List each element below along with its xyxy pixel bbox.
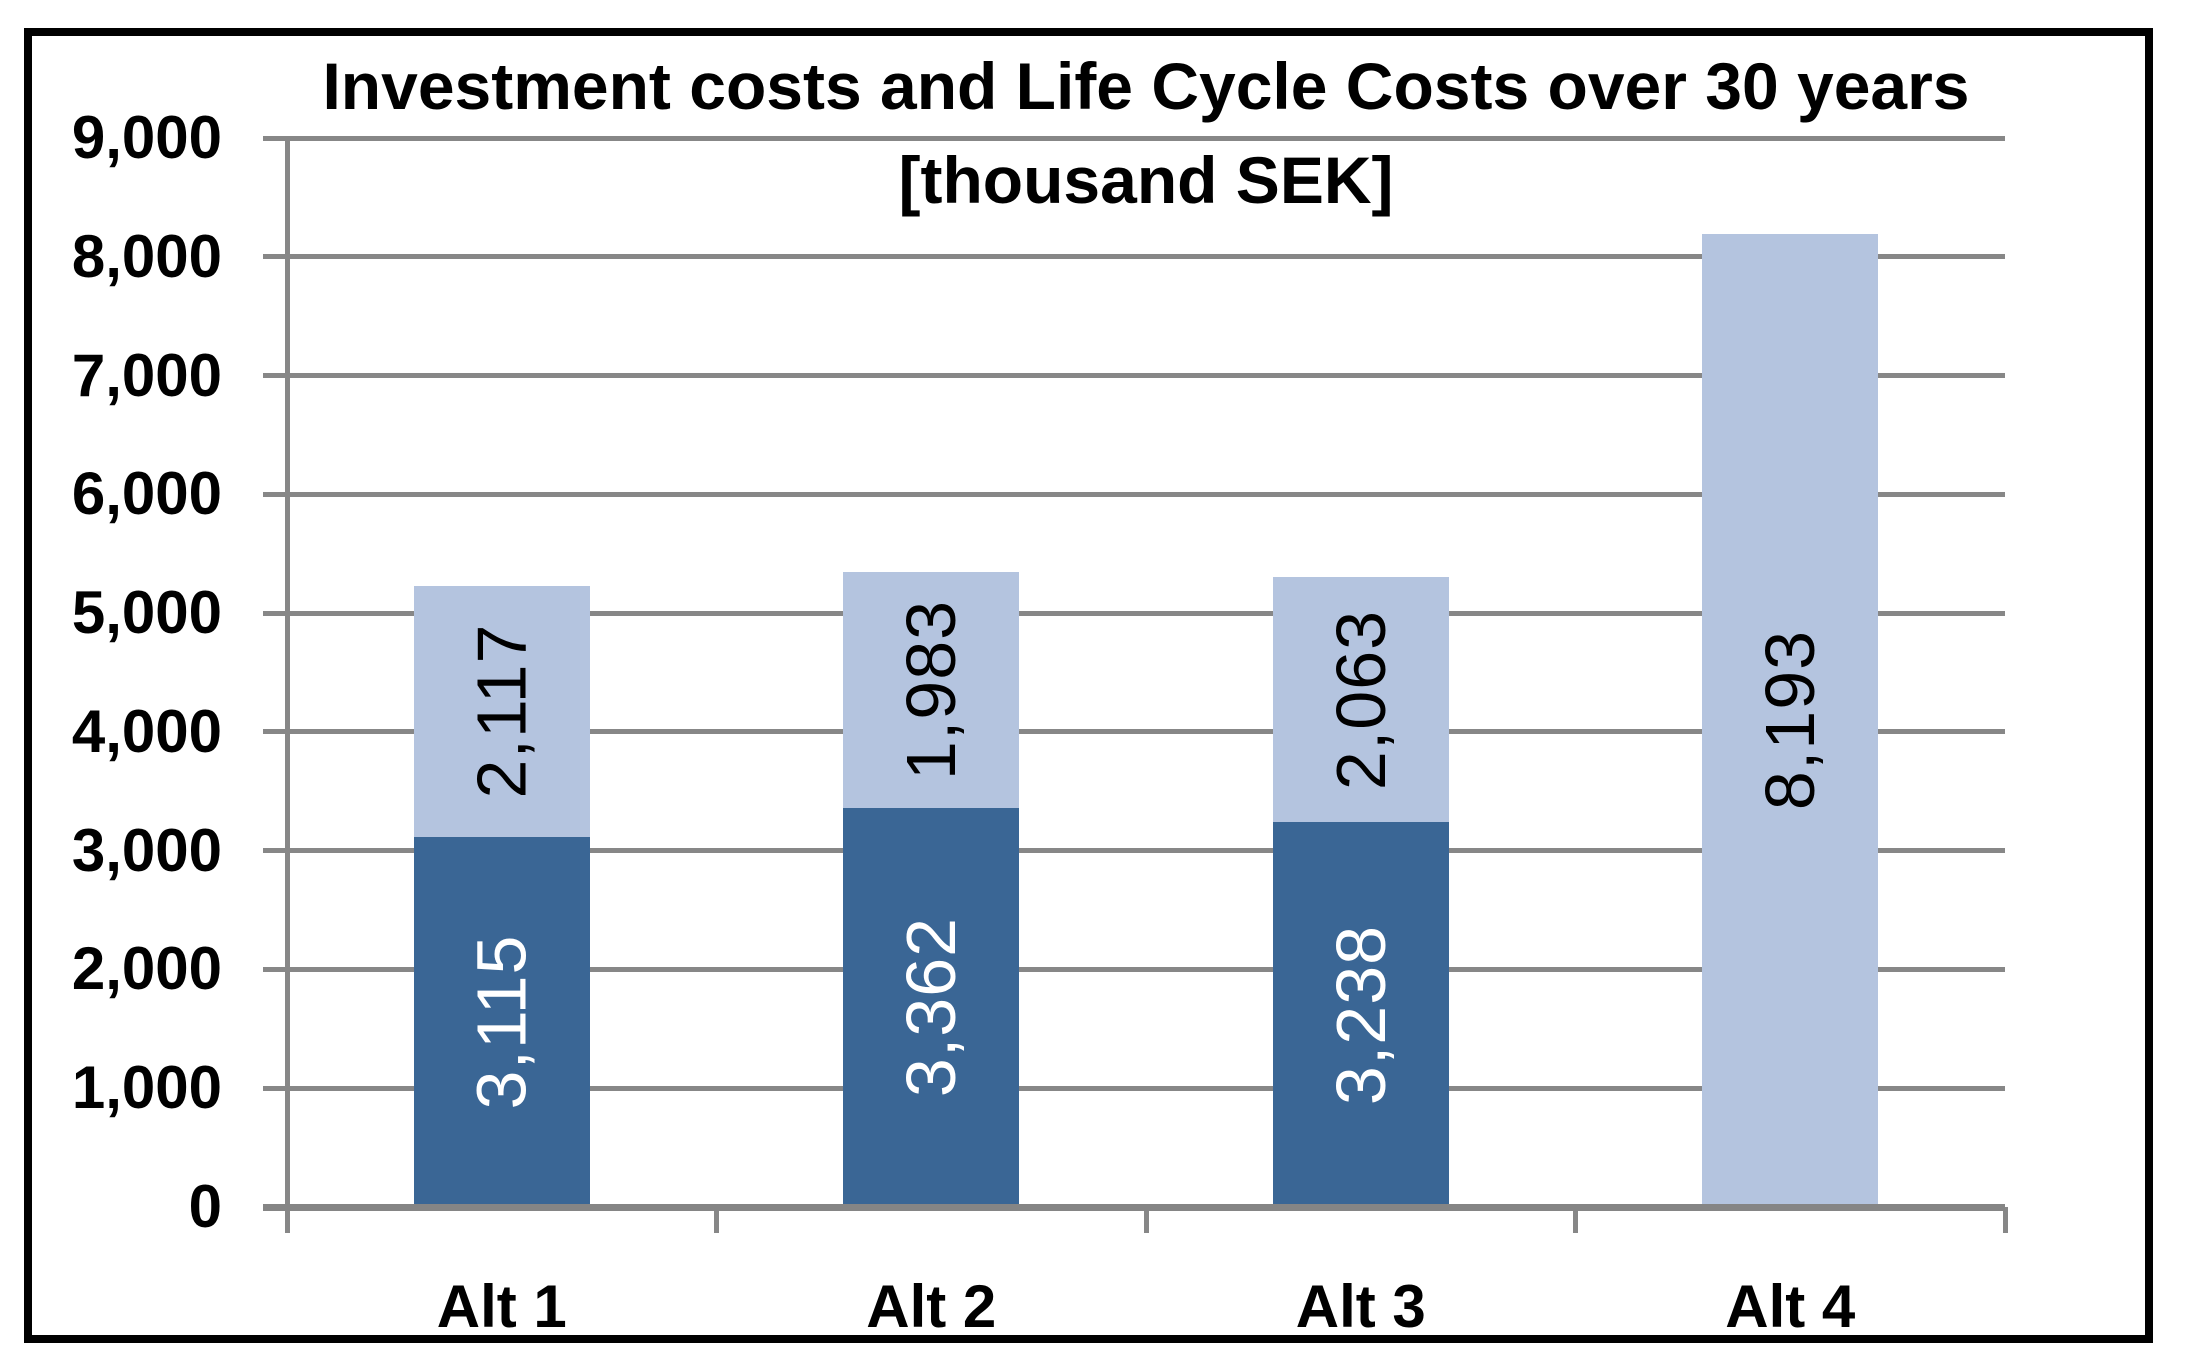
- bar-data-label: 1,983: [892, 599, 971, 780]
- bar-data-label: 2,063: [1321, 609, 1400, 790]
- x-axis-category-label: Alt 3: [1295, 1273, 1426, 1340]
- x-axis-baseline: [263, 1204, 2005, 1211]
- y-axis-tick-label: 6,000: [71, 460, 222, 528]
- y-axis-tick-label: 9,000: [71, 104, 222, 171]
- bar-data-label: 8,193: [1751, 630, 1830, 811]
- bar-data-label: 3,115: [462, 934, 541, 1110]
- bar-data-label-box: 8,193: [1702, 234, 1878, 1207]
- bar-segment-lifecycle: [843, 572, 1020, 808]
- x-axis-tick: [284, 1207, 290, 1233]
- x-axis-tick: [714, 1207, 719, 1233]
- y-axis-tick-label: 4,000: [71, 697, 222, 765]
- chart-title-line1: Investment costs and Life Cycle Costs ov…: [322, 49, 1970, 123]
- gridline-7000: [263, 373, 2005, 379]
- bar-data-label-box: 3,115: [414, 837, 590, 1207]
- bar-data-label-box: 1,983: [843, 572, 1019, 808]
- bar-segment-investment: [413, 837, 590, 1207]
- y-axis-tick-label: 0: [188, 1173, 222, 1240]
- bar-data-label-box: 3,362: [843, 808, 1019, 1207]
- bar-data-label: 3,362: [892, 917, 971, 1098]
- y-axis-tick-label: 7,000: [71, 341, 222, 409]
- bar-segment-lifecycle: [1272, 577, 1449, 823]
- gridline-6000: [263, 491, 2005, 497]
- bar-data-label-box: 2,063: [1273, 577, 1449, 822]
- chart-border-frame: [24, 28, 2153, 1343]
- gridline-9000: [263, 135, 2005, 141]
- gridline-2000: [263, 966, 2005, 972]
- y-axis-tick-label: 5,000: [71, 579, 222, 647]
- gridline-1000: [263, 1085, 2005, 1091]
- x-axis-tick: [2002, 1207, 2008, 1233]
- x-axis-tick: [1573, 1207, 1578, 1233]
- y-axis-line: [285, 138, 290, 1212]
- x-axis-category-label: Alt 1: [436, 1273, 567, 1340]
- gridline-4000: [263, 729, 2005, 735]
- bar-data-label-box: 2,117: [414, 586, 590, 837]
- x-axis-category-label: Alt 4: [1725, 1273, 1856, 1340]
- bar-data-label: 2,117: [462, 623, 541, 799]
- y-axis-tick-label: 2,000: [71, 935, 222, 1003]
- x-axis-tick: [1143, 1207, 1149, 1233]
- bar-data-label: 3,238: [1321, 924, 1400, 1105]
- bar-segment-investment: [1272, 822, 1449, 1207]
- bar-data-label-box: 3,238: [1273, 822, 1449, 1207]
- gridline-5000: [263, 610, 2005, 616]
- y-axis-tick-label: 3,000: [71, 816, 222, 884]
- bar-segment-lifecycle: [1702, 233, 1879, 1207]
- bar-segment-investment: [843, 807, 1020, 1207]
- y-axis-tick-label: 1,000: [71, 1054, 222, 1122]
- gridline-8000: [263, 254, 2005, 260]
- bar-segment-lifecycle: [413, 585, 590, 837]
- chart-title: Investment costs and Life Cycle Costs ov…: [287, 40, 2005, 227]
- chart-title-line2: [thousand SEK]: [898, 142, 1394, 217]
- gridline-3000: [263, 848, 2005, 854]
- y-axis-tick-label: 8,000: [71, 222, 222, 290]
- x-axis-category-label: Alt 2: [866, 1273, 997, 1340]
